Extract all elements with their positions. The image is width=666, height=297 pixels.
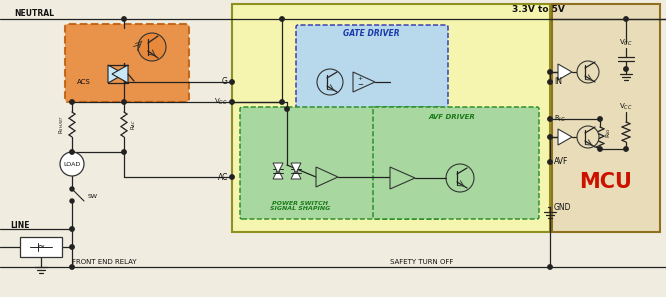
Text: SAFETY TURN OFF: SAFETY TURN OFF: [390, 259, 454, 265]
Polygon shape: [353, 72, 375, 92]
Polygon shape: [273, 163, 283, 173]
Text: GND: GND: [554, 203, 571, 211]
Text: R$_{AC}$: R$_{AC}$: [130, 120, 139, 130]
Polygon shape: [558, 129, 572, 145]
Circle shape: [317, 69, 343, 95]
Circle shape: [230, 80, 234, 84]
Circle shape: [548, 265, 552, 269]
Circle shape: [70, 150, 74, 154]
Polygon shape: [291, 163, 301, 173]
Text: LINE: LINE: [10, 220, 29, 230]
FancyBboxPatch shape: [240, 107, 444, 219]
Bar: [552, 4, 660, 232]
Text: IN: IN: [554, 78, 562, 86]
Polygon shape: [291, 169, 301, 179]
Circle shape: [624, 17, 628, 21]
Circle shape: [122, 150, 126, 154]
Circle shape: [70, 227, 74, 231]
Text: NEUTRAL: NEUTRAL: [14, 9, 54, 18]
Text: R$_{SHUNT}$: R$_{SHUNT}$: [57, 116, 67, 134]
Text: V$_{CC}$: V$_{CC}$: [619, 38, 633, 48]
Text: POWER SWITCH
SIGNAL SHAPING: POWER SWITCH SIGNAL SHAPING: [270, 200, 330, 211]
Text: AVF: AVF: [554, 157, 568, 167]
Circle shape: [548, 117, 552, 121]
Text: GATE DRIVER: GATE DRIVER: [343, 29, 400, 39]
Text: ~: ~: [37, 242, 45, 252]
Text: LOAD: LOAD: [63, 162, 81, 167]
Circle shape: [624, 147, 628, 151]
FancyBboxPatch shape: [296, 25, 448, 117]
Text: FRONT END RELAY: FRONT END RELAY: [72, 259, 137, 265]
Polygon shape: [316, 167, 338, 187]
Text: +: +: [358, 77, 362, 81]
Circle shape: [230, 175, 234, 179]
Polygon shape: [273, 169, 283, 179]
Circle shape: [548, 160, 552, 164]
Circle shape: [598, 147, 602, 151]
FancyBboxPatch shape: [65, 24, 189, 102]
Text: ACS: ACS: [77, 79, 91, 85]
Text: R$_{IG}$: R$_{IG}$: [604, 128, 613, 138]
Circle shape: [60, 152, 84, 176]
Polygon shape: [112, 65, 128, 83]
Circle shape: [598, 117, 602, 121]
Text: SW: SW: [88, 194, 98, 198]
Circle shape: [122, 17, 126, 21]
Circle shape: [70, 265, 74, 269]
Text: G: G: [222, 78, 228, 86]
Circle shape: [70, 199, 74, 203]
Polygon shape: [558, 64, 572, 80]
FancyBboxPatch shape: [373, 107, 539, 219]
Circle shape: [230, 100, 234, 104]
Circle shape: [446, 164, 474, 192]
Circle shape: [624, 67, 628, 71]
Circle shape: [70, 245, 74, 249]
Circle shape: [122, 100, 126, 104]
Circle shape: [280, 100, 284, 104]
Circle shape: [548, 80, 552, 84]
Circle shape: [548, 70, 552, 74]
Text: R$_{IG}$: R$_{IG}$: [554, 114, 566, 124]
Text: MCU: MCU: [579, 172, 633, 192]
Polygon shape: [108, 65, 124, 83]
Circle shape: [577, 61, 599, 83]
Text: 3.3V to 5V: 3.3V to 5V: [511, 6, 565, 15]
Bar: [20, 237, 62, 257]
Text: V$_{CC}$: V$_{CC}$: [619, 102, 633, 112]
Text: AC: AC: [218, 173, 228, 181]
Circle shape: [548, 135, 552, 139]
Text: AVF DRIVER: AVF DRIVER: [429, 114, 476, 120]
Circle shape: [70, 100, 74, 104]
Circle shape: [577, 126, 599, 148]
Circle shape: [285, 107, 289, 111]
Text: −: −: [357, 82, 363, 88]
Circle shape: [280, 17, 284, 21]
Circle shape: [70, 187, 74, 191]
Bar: [232, 4, 550, 232]
Polygon shape: [390, 167, 415, 189]
Text: V$_{CC}$: V$_{CC}$: [214, 97, 228, 107]
Circle shape: [138, 33, 166, 61]
